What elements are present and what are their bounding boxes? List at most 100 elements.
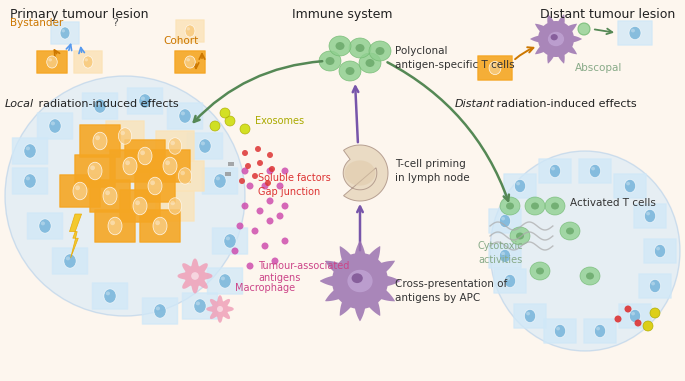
- Circle shape: [614, 315, 621, 322]
- Ellipse shape: [499, 250, 510, 263]
- Circle shape: [282, 237, 288, 245]
- Ellipse shape: [359, 53, 381, 73]
- Ellipse shape: [226, 237, 230, 240]
- FancyBboxPatch shape: [494, 269, 526, 293]
- Ellipse shape: [66, 256, 70, 260]
- Circle shape: [277, 213, 284, 219]
- FancyBboxPatch shape: [12, 138, 47, 164]
- Ellipse shape: [186, 58, 190, 61]
- Bar: [228, 162, 234, 166]
- Ellipse shape: [181, 112, 185, 115]
- Ellipse shape: [24, 144, 36, 158]
- Ellipse shape: [150, 180, 155, 185]
- Ellipse shape: [5, 76, 245, 316]
- Circle shape: [257, 160, 263, 166]
- FancyBboxPatch shape: [106, 121, 144, 151]
- Ellipse shape: [345, 160, 375, 186]
- FancyBboxPatch shape: [175, 51, 205, 73]
- Ellipse shape: [201, 141, 205, 145]
- Ellipse shape: [185, 56, 195, 68]
- Ellipse shape: [656, 247, 660, 250]
- FancyBboxPatch shape: [182, 293, 218, 319]
- FancyBboxPatch shape: [82, 93, 118, 119]
- Circle shape: [262, 182, 269, 189]
- FancyBboxPatch shape: [74, 51, 102, 73]
- FancyBboxPatch shape: [166, 161, 204, 191]
- Ellipse shape: [536, 267, 544, 274]
- FancyBboxPatch shape: [614, 174, 646, 198]
- Circle shape: [239, 178, 245, 184]
- Ellipse shape: [351, 273, 363, 283]
- FancyBboxPatch shape: [539, 159, 571, 183]
- Ellipse shape: [626, 182, 630, 186]
- Ellipse shape: [545, 197, 565, 215]
- Ellipse shape: [75, 186, 80, 190]
- Ellipse shape: [645, 210, 656, 223]
- Ellipse shape: [154, 304, 166, 318]
- Ellipse shape: [556, 327, 560, 330]
- Circle shape: [220, 108, 230, 118]
- FancyBboxPatch shape: [92, 283, 127, 309]
- Ellipse shape: [586, 272, 594, 280]
- FancyBboxPatch shape: [478, 56, 512, 80]
- Ellipse shape: [491, 64, 495, 67]
- Ellipse shape: [169, 138, 182, 154]
- Ellipse shape: [580, 267, 600, 285]
- Ellipse shape: [516, 232, 524, 240]
- Ellipse shape: [133, 197, 147, 215]
- Text: Cohort: Cohort: [163, 36, 198, 46]
- Ellipse shape: [560, 222, 580, 240]
- Ellipse shape: [551, 202, 559, 210]
- Ellipse shape: [186, 27, 190, 30]
- Ellipse shape: [105, 190, 110, 195]
- Ellipse shape: [153, 217, 167, 235]
- Ellipse shape: [148, 177, 162, 195]
- Ellipse shape: [631, 29, 635, 32]
- FancyBboxPatch shape: [156, 131, 194, 161]
- FancyBboxPatch shape: [634, 204, 666, 228]
- Ellipse shape: [94, 99, 106, 113]
- Circle shape: [247, 182, 253, 189]
- Ellipse shape: [169, 198, 182, 214]
- Circle shape: [236, 223, 243, 229]
- Ellipse shape: [501, 252, 505, 255]
- Ellipse shape: [224, 234, 236, 248]
- Ellipse shape: [135, 200, 140, 205]
- Ellipse shape: [499, 215, 510, 227]
- Circle shape: [252, 173, 258, 179]
- Ellipse shape: [104, 289, 116, 303]
- Ellipse shape: [219, 274, 231, 288]
- Circle shape: [266, 197, 273, 205]
- FancyBboxPatch shape: [514, 304, 546, 328]
- Ellipse shape: [651, 282, 655, 285]
- Circle shape: [255, 146, 261, 152]
- Text: Soluble factors
Gap junction: Soluble factors Gap junction: [258, 173, 331, 197]
- Ellipse shape: [595, 324, 606, 338]
- Ellipse shape: [217, 306, 223, 312]
- Ellipse shape: [525, 309, 536, 323]
- Ellipse shape: [51, 122, 55, 125]
- Ellipse shape: [548, 32, 564, 46]
- Ellipse shape: [103, 187, 117, 205]
- Circle shape: [271, 258, 279, 264]
- Ellipse shape: [178, 168, 192, 184]
- FancyBboxPatch shape: [37, 51, 67, 73]
- Ellipse shape: [88, 162, 102, 180]
- Ellipse shape: [630, 309, 640, 323]
- Text: Cytotoxic
activities: Cytotoxic activities: [478, 242, 523, 264]
- Ellipse shape: [551, 34, 558, 40]
- Ellipse shape: [366, 59, 375, 67]
- Ellipse shape: [216, 176, 220, 180]
- Ellipse shape: [163, 157, 177, 175]
- Ellipse shape: [631, 312, 635, 315]
- Circle shape: [225, 116, 235, 126]
- Ellipse shape: [139, 94, 151, 108]
- Text: Immune system: Immune system: [292, 8, 393, 21]
- FancyBboxPatch shape: [150, 150, 190, 182]
- Ellipse shape: [625, 179, 636, 193]
- FancyBboxPatch shape: [51, 22, 79, 44]
- Text: Activated T cells: Activated T cells: [570, 198, 656, 208]
- Circle shape: [625, 306, 632, 312]
- Circle shape: [251, 227, 258, 234]
- FancyBboxPatch shape: [489, 209, 521, 233]
